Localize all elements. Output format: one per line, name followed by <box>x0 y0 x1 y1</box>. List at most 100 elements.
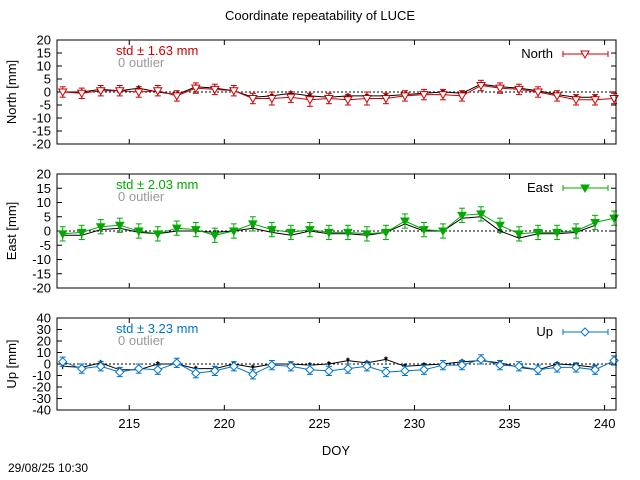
reference-point <box>383 357 388 362</box>
data-point-marker <box>476 210 486 219</box>
data-point-marker <box>362 230 372 239</box>
x-tick-label: 235 <box>499 416 521 431</box>
data-point-marker <box>495 360 505 370</box>
outlier-annotation: 0 outlier <box>118 189 165 204</box>
panel-frame <box>56 317 617 411</box>
data-point-marker <box>305 96 315 105</box>
data-point-marker <box>476 82 486 91</box>
data-point-marker <box>57 88 68 98</box>
data-point-marker <box>514 85 524 95</box>
y-tick-label: -40 <box>32 403 51 418</box>
data-point-marker <box>133 88 144 98</box>
data-point-marker <box>400 217 410 227</box>
data-point-marker <box>266 95 277 104</box>
y-tick-label: 20 <box>37 33 51 48</box>
data-point-marker <box>580 184 590 194</box>
std-annotation: std ± 1.63 mm <box>116 43 198 58</box>
y-axis-label: East [mm] <box>4 202 19 261</box>
data-point-marker <box>457 360 467 370</box>
y-tick-label: 20 <box>37 334 51 349</box>
y-tick-label: 0 <box>44 85 51 100</box>
data-point-marker <box>134 363 144 374</box>
data-point-marker <box>305 226 315 235</box>
data-point-marker <box>76 89 87 99</box>
data-point-marker <box>514 361 524 372</box>
data-point-marker <box>495 84 505 94</box>
data-point-marker <box>343 96 353 105</box>
data-point-marker <box>571 96 581 105</box>
legend-label: North <box>521 46 553 61</box>
data-point-marker <box>267 360 277 370</box>
series-east <box>57 206 619 243</box>
data-point-marker <box>228 227 239 237</box>
y-tick-label: 5 <box>44 209 51 224</box>
reference-point <box>155 362 160 366</box>
y-axis-label: Up [mm] <box>4 339 19 388</box>
y-tick-label: 0 <box>44 224 51 239</box>
data-point-marker <box>580 50 590 60</box>
legend-east: East <box>527 180 609 195</box>
std-annotation: std ± 2.03 mm <box>116 177 198 192</box>
legend-label: Up <box>536 324 553 339</box>
data-point-marker <box>438 360 448 370</box>
x-tick-label: 220 <box>213 416 235 431</box>
data-point-marker <box>476 354 486 365</box>
series-up <box>57 354 619 380</box>
data-point-marker <box>419 91 429 100</box>
y-tick-label: -10 <box>32 252 51 267</box>
data-point-marker <box>438 227 448 237</box>
data-point-marker <box>152 230 163 239</box>
data-point-marker <box>209 231 220 241</box>
y-tick-label: -15 <box>32 266 51 281</box>
y-tick-label: 20 <box>37 167 51 182</box>
data-point-marker <box>57 230 68 239</box>
data-point-marker <box>381 228 391 238</box>
panel-frame <box>56 39 617 145</box>
reference-point <box>326 362 331 366</box>
y-tick-label: -20 <box>32 137 51 152</box>
y-tick-label: -5 <box>39 98 51 113</box>
data-point-marker <box>286 93 296 103</box>
y-tick-label: -10 <box>32 111 51 126</box>
data-point-marker <box>153 365 163 375</box>
y-tick-label: 15 <box>37 46 51 61</box>
data-point-marker <box>381 367 391 377</box>
data-point-marker <box>362 95 372 104</box>
data-point-marker <box>552 362 562 373</box>
outlier-annotation: 0 outlier <box>118 55 165 70</box>
y-tick-label: 10 <box>37 195 51 210</box>
data-point-marker <box>76 228 87 238</box>
data-point-marker <box>286 361 296 372</box>
data-point-marker <box>133 227 144 237</box>
legend-up: Up <box>536 324 609 339</box>
y-tick-label: 15 <box>37 181 51 196</box>
data-point-marker <box>95 223 106 232</box>
data-point-marker <box>171 92 182 101</box>
y-tick-label: -5 <box>39 238 51 253</box>
data-point-marker <box>209 85 220 95</box>
data-point-marker <box>571 227 581 237</box>
data-point-marker <box>114 87 125 96</box>
data-point-marker <box>457 92 467 101</box>
data-point-marker <box>609 355 619 366</box>
data-point-marker <box>343 228 353 238</box>
data-point-marker <box>172 358 182 368</box>
data-point-marker <box>95 87 106 96</box>
data-point-marker <box>400 366 410 376</box>
x-tick-label: 240 <box>594 416 616 431</box>
y-tick-label: 10 <box>37 59 51 74</box>
data-point-marker <box>57 356 68 367</box>
data-point-marker <box>228 87 239 96</box>
x-tick-label: 225 <box>309 416 331 431</box>
data-point-marker <box>210 366 220 376</box>
reference-point <box>345 358 350 363</box>
y-tick-label: -30 <box>32 391 51 406</box>
data-point-marker <box>533 228 543 238</box>
data-point-marker <box>571 362 581 373</box>
data-point-marker <box>324 228 334 238</box>
y-axis-label: North [mm] <box>4 60 19 124</box>
data-point-marker <box>381 95 391 104</box>
